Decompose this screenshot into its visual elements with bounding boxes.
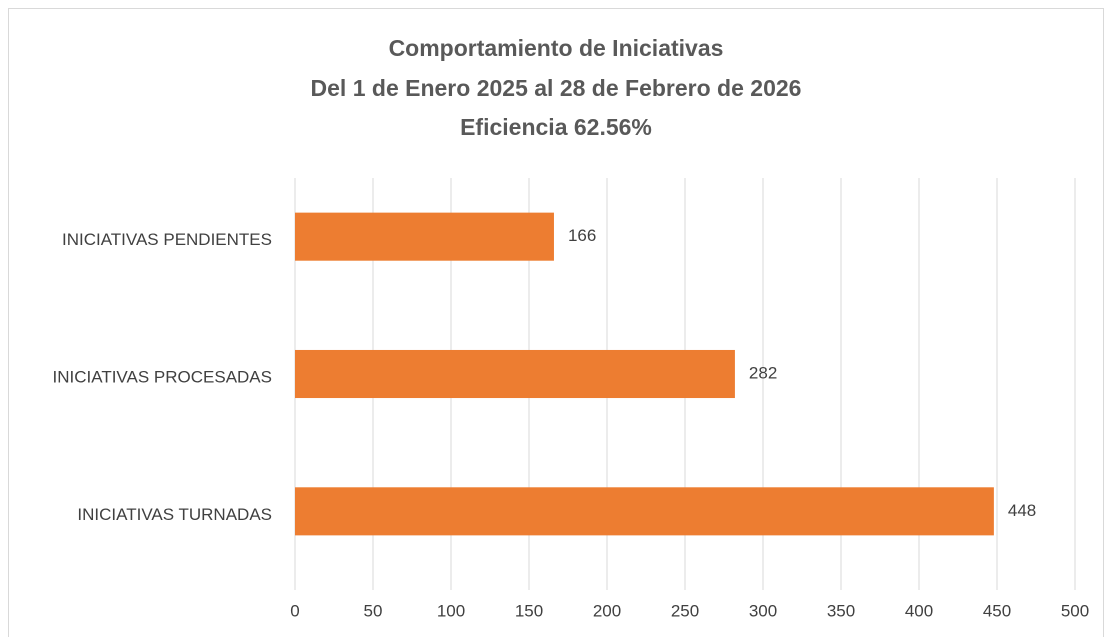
bar xyxy=(295,349,735,399)
x-tick-label: 0 xyxy=(290,601,299,620)
chart-border xyxy=(8,8,1104,637)
y-tick-label: INICIATIVAS TURNADAS xyxy=(77,505,272,524)
chart-subtitle: Del 1 de Enero 2025 al 28 de Febrero de … xyxy=(311,75,802,101)
x-tick-label: 200 xyxy=(593,601,621,620)
x-tick-label: 300 xyxy=(749,601,777,620)
x-tick-label: 50 xyxy=(364,601,383,620)
data-label: 282 xyxy=(749,363,777,382)
chart-title: Comportamiento de Iniciativas xyxy=(389,35,724,61)
x-tick-label: 100 xyxy=(437,601,465,620)
data-label: 166 xyxy=(568,226,596,245)
y-tick-label: INICIATIVAS PENDIENTES xyxy=(62,230,272,249)
x-tick-label: 450 xyxy=(983,601,1011,620)
y-tick-label: INICIATIVAS PROCESADAS xyxy=(53,367,272,386)
bar xyxy=(295,212,554,261)
data-label: 448 xyxy=(1008,501,1036,520)
bar xyxy=(295,487,994,536)
x-tick-label: 250 xyxy=(671,601,699,620)
x-tick-label: 150 xyxy=(515,601,543,620)
x-tick-label: 500 xyxy=(1061,601,1089,620)
x-tick-label: 350 xyxy=(827,601,855,620)
x-tick-label: 400 xyxy=(905,601,933,620)
chart-subtitle: Eficiencia 62.56% xyxy=(460,114,652,140)
